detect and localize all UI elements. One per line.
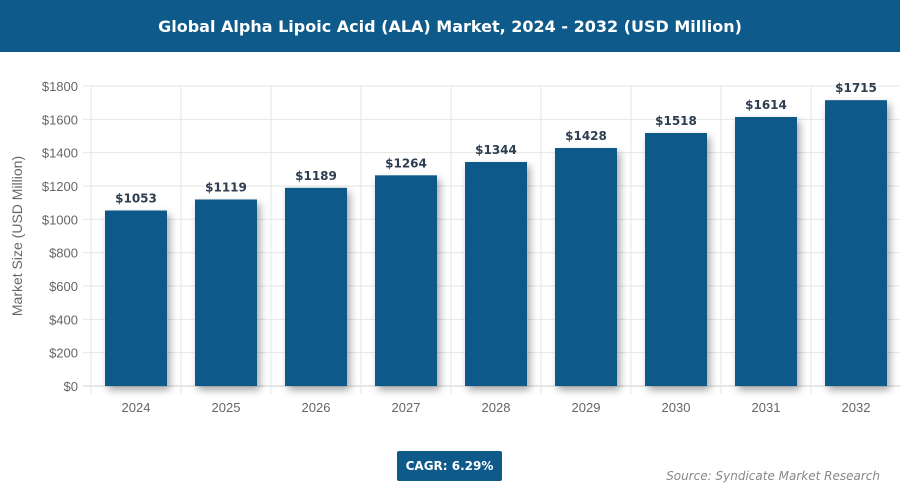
y-tick-label: $400 xyxy=(49,312,78,327)
x-tick-label: 2028 xyxy=(482,400,511,415)
data-label: $1264 xyxy=(385,156,427,170)
chart-title: Global Alpha Lipoic Acid (ALA) Market, 2… xyxy=(0,0,900,52)
bar xyxy=(105,210,167,386)
y-tick-label: $1200 xyxy=(42,179,78,194)
cagr-badge: CAGR: 6.29% xyxy=(397,451,502,481)
data-label: $1344 xyxy=(475,143,517,157)
x-tick-label: 2030 xyxy=(662,400,691,415)
y-tick-label: $200 xyxy=(49,346,78,361)
bar xyxy=(825,100,887,387)
x-tick-label: 2024 xyxy=(122,400,151,415)
bar xyxy=(195,199,257,386)
y-tick-label: $1000 xyxy=(42,212,78,227)
data-label: $1614 xyxy=(745,98,787,112)
y-tick-label: $600 xyxy=(49,279,78,294)
data-label: $1189 xyxy=(295,169,337,183)
x-tick-label: 2029 xyxy=(572,400,601,415)
bar xyxy=(465,162,527,386)
bar xyxy=(375,175,437,386)
source-note: Source: Syndicate Market Research xyxy=(666,469,880,483)
data-label: $1518 xyxy=(655,114,697,128)
y-tick-label: $1600 xyxy=(42,112,78,127)
bar xyxy=(645,133,707,386)
data-label: $1428 xyxy=(565,129,607,143)
x-tick-label: 2031 xyxy=(752,400,781,415)
data-label: $1053 xyxy=(115,192,157,206)
y-tick-label: $1800 xyxy=(42,79,78,94)
y-axis-label: Market Size (USD Million) xyxy=(9,156,25,316)
y-tick-label: $0 xyxy=(64,379,78,394)
bar xyxy=(555,148,617,386)
x-tick-label: 2027 xyxy=(392,400,421,415)
y-tick-label: $800 xyxy=(49,246,78,261)
y-tick-label: $1400 xyxy=(42,146,78,161)
x-tick-label: 2025 xyxy=(212,400,241,415)
data-label: $1715 xyxy=(835,81,877,95)
bar xyxy=(285,187,347,386)
data-label: $1119 xyxy=(205,181,247,195)
x-tick-label: 2026 xyxy=(302,400,331,415)
x-tick-label: 2032 xyxy=(842,400,871,415)
bar xyxy=(735,117,797,386)
